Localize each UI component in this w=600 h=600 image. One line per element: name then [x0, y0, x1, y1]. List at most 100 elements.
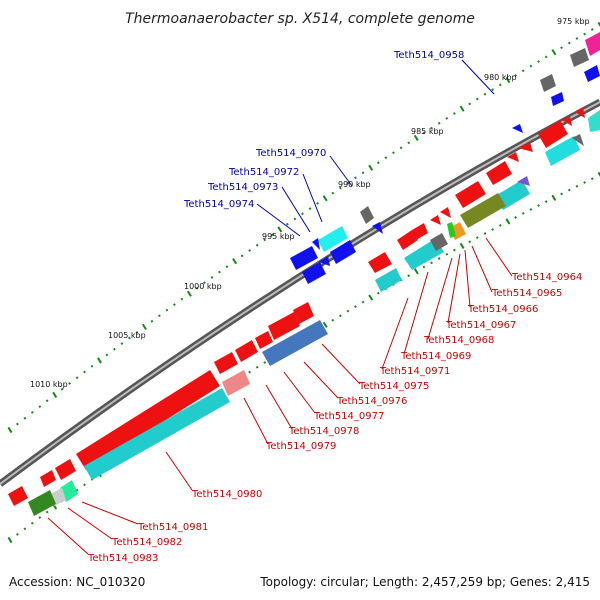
gene-label[interactable]: Teth514_0970 [255, 148, 326, 159]
gene-label[interactable]: Teth514_0966 [467, 304, 538, 315]
gene-feature[interactable] [330, 240, 356, 264]
gene-feature[interactable] [375, 268, 402, 292]
gene-feature[interactable] [55, 459, 76, 480]
minor-tick [399, 146, 403, 150]
gene-feature[interactable] [562, 116, 572, 126]
minor-tick [361, 300, 365, 304]
minor-tick [422, 265, 426, 269]
minor-tick [331, 318, 335, 322]
gene-label[interactable]: Teth514_0958 [393, 50, 464, 61]
major-tick [459, 242, 465, 249]
gene-label[interactable]: Teth514_0976 [336, 396, 407, 407]
gene-feature[interactable] [255, 331, 273, 349]
gene-feature[interactable] [585, 32, 600, 56]
gene-feature[interactable] [293, 302, 314, 324]
gene-label[interactable]: Teth514_0965 [491, 288, 562, 299]
minor-tick [422, 131, 426, 135]
gene-feature[interactable] [360, 206, 374, 224]
kbp-label-995: 995 kbp [262, 232, 295, 241]
gene-feature[interactable] [372, 222, 383, 234]
minor-tick [120, 342, 124, 345]
minor-tick [180, 297, 184, 301]
gene-label[interactable]: Teth514_0980 [191, 489, 262, 500]
minor-tick [590, 177, 594, 181]
gene-feature[interactable] [412, 223, 428, 240]
gene-feature[interactable] [512, 124, 523, 133]
minor-tick [475, 236, 479, 239]
gene-feature[interactable] [430, 215, 441, 225]
gene-feature[interactable] [460, 193, 506, 228]
gene-feature[interactable] [588, 110, 600, 132]
gene-label[interactable]: Teth514_0983 [87, 553, 158, 564]
gene-feature[interactable] [572, 134, 584, 146]
minor-tick [407, 274, 411, 278]
gene-feature[interactable] [312, 238, 320, 250]
gene-feature[interactable] [214, 352, 238, 374]
minor-tick [90, 364, 94, 368]
minor-tick [248, 249, 251, 252]
gene-feature[interactable] [84, 388, 230, 480]
minor-tick [30, 411, 34, 414]
minor-tick [339, 186, 342, 190]
minor-tick [240, 254, 244, 258]
gene-feature[interactable] [368, 252, 392, 273]
gene-feature[interactable] [540, 74, 556, 92]
gene-feature[interactable] [584, 65, 600, 82]
gene-feature[interactable] [302, 262, 326, 284]
minor-tick [16, 533, 19, 536]
minor-tick [583, 181, 586, 184]
gene-feature[interactable] [455, 181, 486, 208]
gene-label[interactable]: Teth514_0968 [423, 335, 494, 346]
gene-feature[interactable] [545, 136, 580, 166]
gene-label[interactable]: Teth514_0973 [207, 182, 278, 193]
gene-feature[interactable] [538, 120, 568, 148]
gene-label[interactable]: Teth514_0964 [511, 272, 582, 283]
gene-feature[interactable] [76, 370, 220, 470]
gene-feature[interactable] [430, 233, 448, 251]
accession-text: Accession: NC_010320 [9, 575, 145, 589]
gene-feature[interactable] [397, 230, 418, 250]
outer-tick-ring [7, 21, 600, 434]
gene-feature[interactable] [262, 320, 328, 366]
gene-feature[interactable] [40, 470, 56, 487]
gene-feature[interactable] [235, 340, 258, 362]
gene-label[interactable]: Teth514_0978 [288, 426, 359, 437]
gene-label[interactable]: Teth514_0977 [313, 411, 384, 422]
gene-label[interactable]: Teth514_0969 [400, 351, 471, 362]
gene-feature[interactable] [290, 246, 318, 270]
gene-label[interactable]: Teth514_0982 [111, 537, 182, 548]
gene-label[interactable]: Teth514_0974 [183, 199, 254, 210]
gene-feature[interactable] [440, 207, 451, 218]
minor-tick [560, 192, 563, 196]
gene-feature[interactable] [575, 107, 585, 118]
gene-feature[interactable] [570, 48, 589, 67]
major-tick [322, 195, 328, 202]
gene-feature[interactable] [8, 486, 28, 506]
gene-label[interactable]: Teth514_0971 [379, 366, 450, 377]
minor-tick [128, 336, 131, 340]
minor-tick [263, 361, 267, 364]
gene-feature[interactable] [507, 152, 519, 162]
gene-feature[interactable] [28, 490, 56, 516]
minor-tick [453, 112, 456, 115]
gene-feature[interactable] [318, 226, 348, 252]
gene-label[interactable]: Teth514_0981 [137, 522, 208, 533]
gene-feature[interactable] [447, 222, 456, 238]
gene-feature[interactable] [517, 176, 530, 186]
gene-feature[interactable] [268, 312, 300, 340]
gene-label[interactable]: Teth514_0975 [358, 381, 429, 392]
gene-feature[interactable] [551, 92, 564, 106]
gene-label[interactable]: Teth514_0972 [228, 167, 299, 178]
minor-tick [583, 32, 586, 36]
gene-feature[interactable] [222, 370, 250, 396]
minor-tick [437, 257, 441, 260]
minor-tick [483, 92, 487, 96]
gene-feature[interactable] [518, 142, 533, 152]
minor-tick [210, 276, 214, 279]
gene-feature[interactable] [486, 161, 512, 185]
gene-label[interactable]: Teth514_0967 [445, 320, 516, 331]
gene-feature[interactable] [319, 256, 330, 266]
minor-tick [376, 291, 380, 295]
gene-label[interactable]: Teth514_0979 [265, 441, 336, 452]
minor-tick [514, 74, 517, 77]
